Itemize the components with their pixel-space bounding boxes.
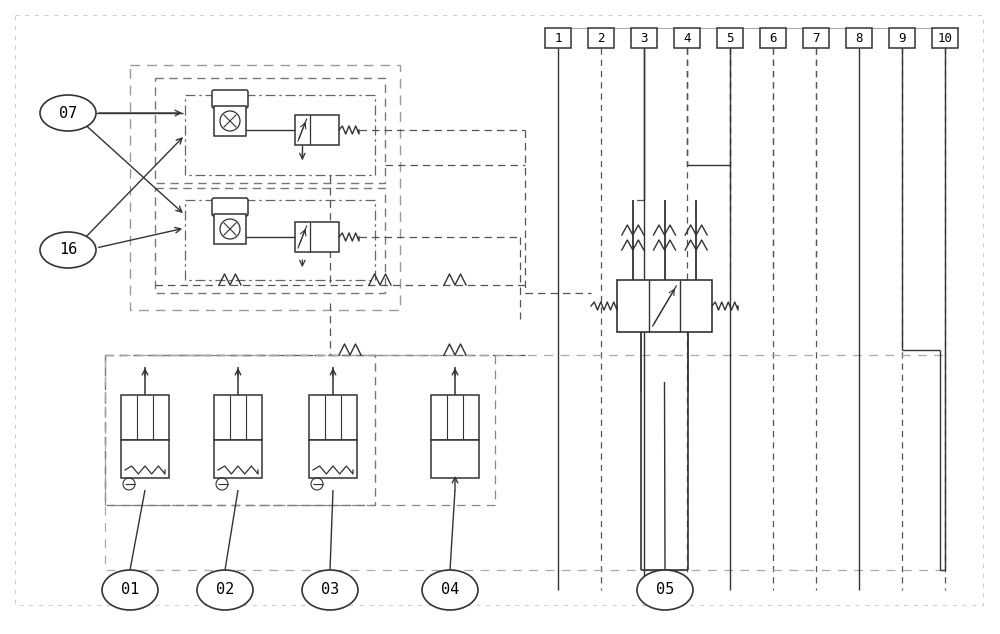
Bar bbox=[295, 115, 339, 145]
Bar bbox=[588, 28, 614, 48]
Text: 9: 9 bbox=[898, 32, 906, 44]
Bar bbox=[309, 440, 357, 478]
Text: 05: 05 bbox=[656, 583, 674, 597]
Text: 03: 03 bbox=[321, 583, 339, 597]
Bar bbox=[674, 28, 700, 48]
Bar bbox=[105, 355, 945, 570]
Ellipse shape bbox=[40, 232, 96, 268]
Bar bbox=[105, 355, 375, 505]
Bar bbox=[431, 395, 479, 440]
Bar bbox=[214, 214, 246, 244]
Text: 01: 01 bbox=[121, 583, 139, 597]
Bar bbox=[105, 355, 495, 505]
Bar bbox=[846, 28, 872, 48]
Bar bbox=[121, 440, 169, 478]
Ellipse shape bbox=[637, 570, 693, 610]
Bar bbox=[431, 440, 479, 478]
Bar bbox=[309, 395, 357, 440]
Bar bbox=[889, 28, 915, 48]
Bar bbox=[545, 28, 571, 48]
Bar bbox=[214, 440, 262, 478]
Text: 1: 1 bbox=[554, 32, 562, 44]
Ellipse shape bbox=[40, 95, 96, 131]
Bar bbox=[760, 28, 786, 48]
FancyBboxPatch shape bbox=[212, 198, 248, 216]
Text: 02: 02 bbox=[216, 583, 234, 597]
Bar bbox=[717, 28, 743, 48]
Bar bbox=[617, 280, 712, 332]
Bar bbox=[803, 28, 829, 48]
Bar bbox=[932, 28, 958, 48]
Text: 07: 07 bbox=[59, 105, 77, 120]
Text: 10: 10 bbox=[938, 32, 952, 44]
Text: 04: 04 bbox=[441, 583, 459, 597]
Bar bbox=[121, 395, 169, 440]
Text: 3: 3 bbox=[640, 32, 648, 44]
Ellipse shape bbox=[302, 570, 358, 610]
Text: 4: 4 bbox=[683, 32, 691, 44]
Bar bbox=[155, 188, 385, 293]
Text: 8: 8 bbox=[855, 32, 863, 44]
Bar bbox=[130, 65, 400, 310]
Text: 2: 2 bbox=[597, 32, 605, 44]
Bar bbox=[185, 95, 375, 175]
Bar bbox=[295, 222, 339, 252]
FancyBboxPatch shape bbox=[212, 90, 248, 108]
Bar bbox=[155, 78, 385, 183]
Bar bbox=[214, 395, 262, 440]
Ellipse shape bbox=[102, 570, 158, 610]
Text: 16: 16 bbox=[59, 242, 77, 257]
Bar bbox=[631, 28, 657, 48]
Text: 7: 7 bbox=[812, 32, 820, 44]
Text: 6: 6 bbox=[769, 32, 777, 44]
Bar bbox=[214, 106, 246, 136]
Text: 5: 5 bbox=[726, 32, 734, 44]
Bar bbox=[185, 200, 375, 280]
Ellipse shape bbox=[197, 570, 253, 610]
Ellipse shape bbox=[422, 570, 478, 610]
